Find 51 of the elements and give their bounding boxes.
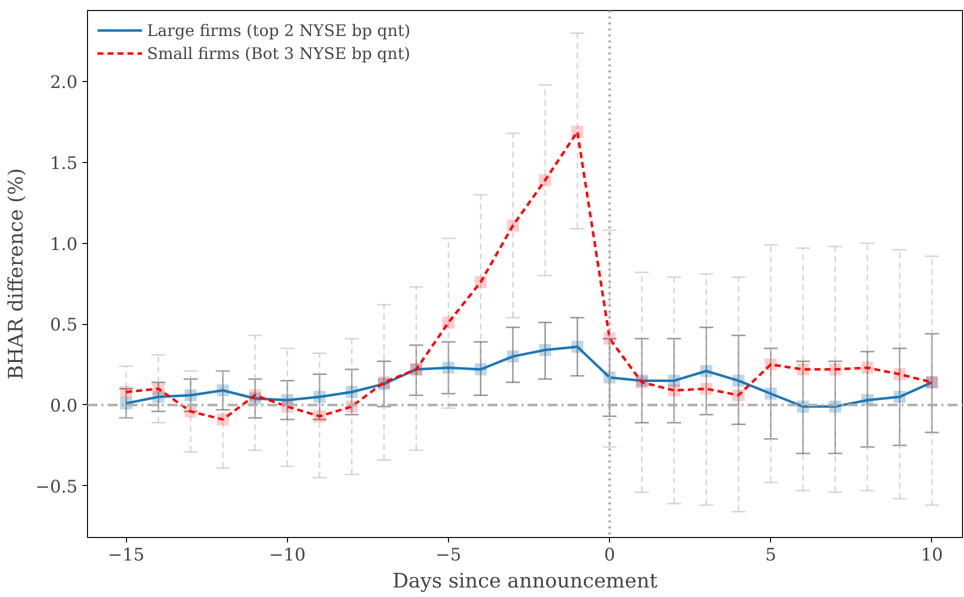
point: [604, 371, 616, 384]
point: [184, 389, 197, 402]
legend-label: Small firms (Bot 3 NYSE bp qnt): [147, 44, 410, 62]
point: [668, 384, 680, 396]
point: [539, 174, 552, 186]
point: [184, 405, 197, 418]
y-tick-label: 1.0: [50, 234, 78, 255]
x-axis-title: Days since announcement: [392, 568, 658, 592]
x-tick-label: −10: [269, 546, 306, 566]
point: [571, 340, 584, 353]
point: [506, 350, 519, 362]
point: [829, 363, 842, 376]
x-tick-label: −5: [436, 546, 462, 566]
point: [894, 368, 906, 380]
x-tick-label: 0: [604, 546, 616, 566]
point: [120, 386, 132, 398]
point: [314, 410, 326, 422]
x-tick-label: 10: [920, 546, 943, 566]
point: [152, 382, 164, 395]
y-tick-label: 2.0: [50, 73, 78, 94]
point: [700, 382, 712, 395]
point: [249, 389, 262, 402]
point: [796, 400, 809, 413]
point: [732, 389, 745, 402]
x-tick-label: −15: [108, 546, 144, 566]
y-tick-label: 1.5: [50, 154, 78, 174]
point: [796, 363, 809, 376]
point: [346, 386, 358, 398]
point: [764, 358, 777, 371]
point: [539, 344, 552, 356]
point: [732, 374, 745, 387]
point: [700, 364, 712, 377]
point: [474, 363, 487, 376]
point: [764, 388, 777, 400]
y-tick-label: 0.0: [50, 396, 78, 416]
legend-label: Large firms (top 2 NYSE bp qnt): [147, 20, 410, 40]
point: [571, 126, 584, 138]
x-tick-label: 5: [765, 546, 776, 566]
point: [442, 362, 454, 374]
point: [861, 362, 874, 374]
point: [216, 384, 229, 396]
point: [604, 332, 616, 345]
point: [506, 220, 519, 232]
point: [314, 390, 326, 403]
point: [894, 390, 906, 403]
y-tick-label: −0.5: [35, 477, 78, 498]
point: [216, 413, 229, 426]
y-axis-title: BHAR difference (%): [3, 168, 28, 380]
y-tick-label: 0.5: [50, 316, 78, 336]
point: [442, 316, 454, 328]
point: [474, 276, 487, 288]
